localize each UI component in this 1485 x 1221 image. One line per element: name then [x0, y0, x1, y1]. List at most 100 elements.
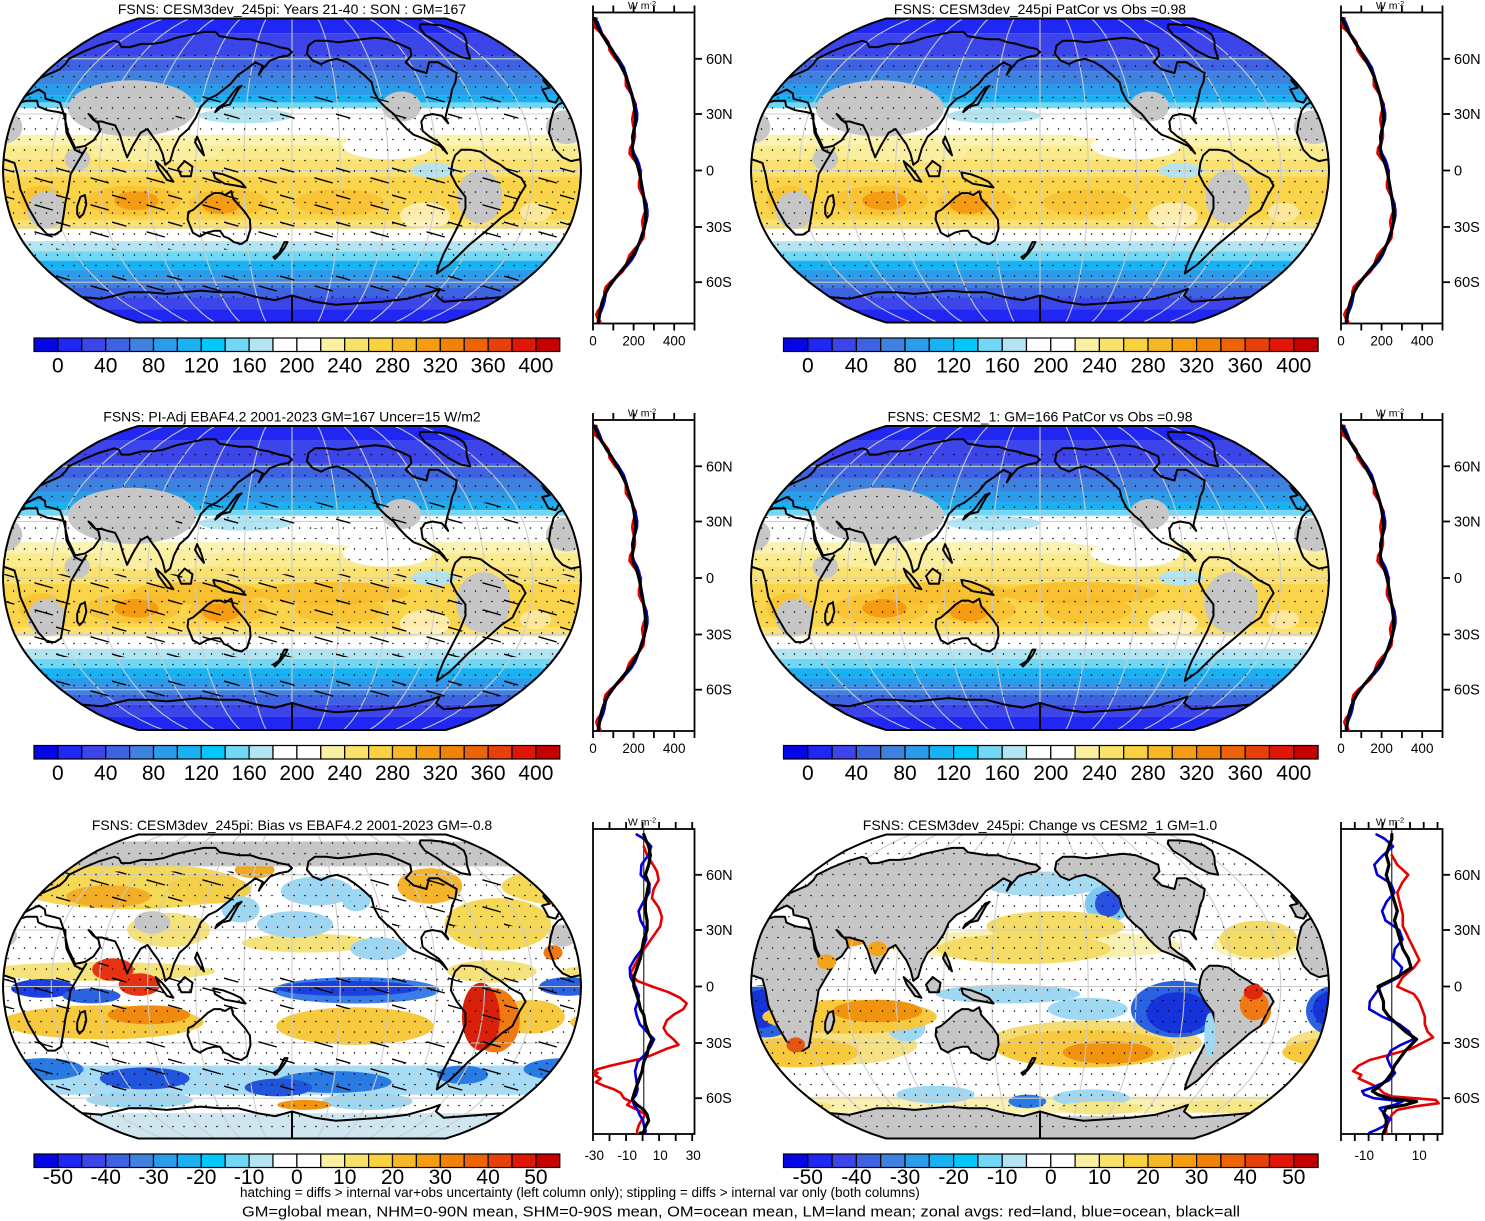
svg-text:FSNS: CESM3dev_245pi: Years 21: FSNS: CESM3dev_245pi: Years 21-40 : SON …	[118, 1, 466, 17]
svg-text:60N: 60N	[1454, 459, 1481, 475]
svg-text:10: 10	[1412, 1148, 1427, 1163]
svg-text:160: 160	[985, 355, 1020, 378]
svg-text:320: 320	[1179, 762, 1214, 785]
svg-text:280: 280	[375, 355, 410, 378]
svg-text:240: 240	[327, 762, 362, 785]
svg-text:40: 40	[476, 1166, 499, 1189]
svg-text:40: 40	[845, 355, 868, 378]
svg-text:10: 10	[333, 1166, 356, 1189]
svg-text:60S: 60S	[706, 275, 732, 291]
svg-text:0: 0	[1045, 1166, 1057, 1189]
svg-text:W m-2: W m-2	[628, 407, 656, 420]
svg-text:50: 50	[1282, 1166, 1305, 1189]
svg-text:60N: 60N	[706, 459, 733, 475]
svg-text:80: 80	[142, 355, 165, 378]
svg-text:200: 200	[1033, 355, 1068, 378]
svg-text:160: 160	[232, 762, 267, 785]
svg-text:160: 160	[985, 762, 1020, 785]
svg-text:200: 200	[279, 762, 314, 785]
svg-text:-50: -50	[793, 1166, 823, 1189]
svg-text:30N: 30N	[706, 515, 733, 531]
svg-text:200: 200	[622, 334, 645, 349]
svg-text:120: 120	[936, 355, 971, 378]
svg-text:-40: -40	[91, 1166, 121, 1189]
svg-text:0: 0	[1337, 334, 1345, 349]
svg-text:160: 160	[232, 355, 267, 378]
svg-text:60N: 60N	[706, 868, 733, 884]
svg-text:400: 400	[1276, 355, 1311, 378]
svg-text:200: 200	[1033, 762, 1068, 785]
svg-text:200: 200	[622, 741, 645, 756]
svg-text:W m-2: W m-2	[628, 0, 656, 12]
svg-text:0: 0	[706, 164, 714, 180]
svg-text:-30: -30	[584, 1148, 604, 1163]
svg-text:360: 360	[471, 762, 506, 785]
svg-text:-10: -10	[617, 1148, 637, 1163]
svg-text:30S: 30S	[706, 628, 732, 644]
svg-text:60S: 60S	[706, 1091, 732, 1107]
svg-text:60S: 60S	[1454, 1091, 1480, 1107]
svg-text:FSNS: CESM2_1: GM=166 PatCor v: FSNS: CESM2_1: GM=166 PatCor vs Obs =0.9…	[887, 409, 1192, 425]
svg-text:400: 400	[1411, 741, 1434, 756]
svg-text:60S: 60S	[1454, 683, 1480, 699]
svg-text:120: 120	[184, 355, 219, 378]
svg-text:40: 40	[94, 762, 117, 785]
svg-text:40: 40	[1234, 1166, 1257, 1189]
svg-text:200: 200	[1370, 741, 1393, 756]
svg-text:320: 320	[423, 355, 458, 378]
svg-text:0: 0	[1454, 980, 1462, 996]
svg-text:50: 50	[524, 1166, 547, 1189]
svg-text:0: 0	[1454, 571, 1462, 587]
svg-text:400: 400	[1411, 334, 1434, 349]
svg-text:400: 400	[518, 355, 553, 378]
svg-text:400: 400	[1276, 762, 1311, 785]
svg-text:0: 0	[1337, 741, 1345, 756]
svg-text:360: 360	[1228, 355, 1263, 378]
svg-text:-20: -20	[186, 1166, 216, 1189]
svg-text:0: 0	[802, 355, 814, 378]
svg-text:W m-2: W m-2	[1376, 816, 1404, 829]
svg-text:FSNS: CESM3dev_245pi: Change v: FSNS: CESM3dev_245pi: Change vs CESM2_1 …	[863, 817, 1218, 833]
svg-text:0: 0	[706, 980, 714, 996]
svg-text:30N: 30N	[706, 923, 733, 939]
svg-text:20: 20	[1136, 1166, 1159, 1189]
svg-text:200: 200	[1370, 334, 1393, 349]
svg-text:240: 240	[1082, 355, 1117, 378]
svg-text:60N: 60N	[1454, 52, 1481, 68]
svg-text:-10: -10	[987, 1166, 1017, 1189]
svg-text:40: 40	[94, 355, 117, 378]
svg-text:-40: -40	[841, 1166, 871, 1189]
svg-text:30N: 30N	[1454, 515, 1481, 531]
svg-text:FSNS: CESM3dev_245pi PatCor vs: FSNS: CESM3dev_245pi PatCor vs Obs =0.98	[894, 1, 1186, 17]
svg-text:30S: 30S	[1454, 1036, 1480, 1052]
svg-text:60S: 60S	[706, 683, 732, 699]
svg-text:30: 30	[1185, 1166, 1208, 1189]
svg-text:30N: 30N	[1454, 107, 1481, 123]
svg-text:0: 0	[52, 355, 64, 378]
svg-text:hatching = diffs > internal va: hatching = diffs > internal var+obs unce…	[240, 1185, 920, 1200]
svg-text:40: 40	[845, 762, 868, 785]
svg-text:W m-2: W m-2	[1376, 407, 1404, 420]
svg-text:280: 280	[1130, 762, 1165, 785]
svg-text:-10: -10	[1354, 1148, 1374, 1163]
svg-text:30S: 30S	[706, 1036, 732, 1052]
svg-text:30S: 30S	[1454, 628, 1480, 644]
svg-text:240: 240	[1082, 762, 1117, 785]
svg-text:20: 20	[381, 1166, 404, 1189]
svg-text:400: 400	[663, 334, 686, 349]
svg-text:30N: 30N	[1454, 923, 1481, 939]
svg-text:120: 120	[184, 762, 219, 785]
svg-text:80: 80	[142, 762, 165, 785]
svg-text:280: 280	[375, 762, 410, 785]
svg-text:30S: 30S	[1454, 220, 1480, 236]
svg-text:0: 0	[1454, 164, 1462, 180]
svg-text:240: 240	[327, 355, 362, 378]
svg-text:320: 320	[423, 762, 458, 785]
svg-text:-10: -10	[234, 1166, 264, 1189]
svg-text:-50: -50	[43, 1166, 73, 1189]
svg-text:0: 0	[589, 741, 597, 756]
svg-text:400: 400	[663, 741, 686, 756]
svg-text:360: 360	[1228, 762, 1263, 785]
svg-text:30: 30	[429, 1166, 452, 1189]
svg-text:30S: 30S	[706, 220, 732, 236]
